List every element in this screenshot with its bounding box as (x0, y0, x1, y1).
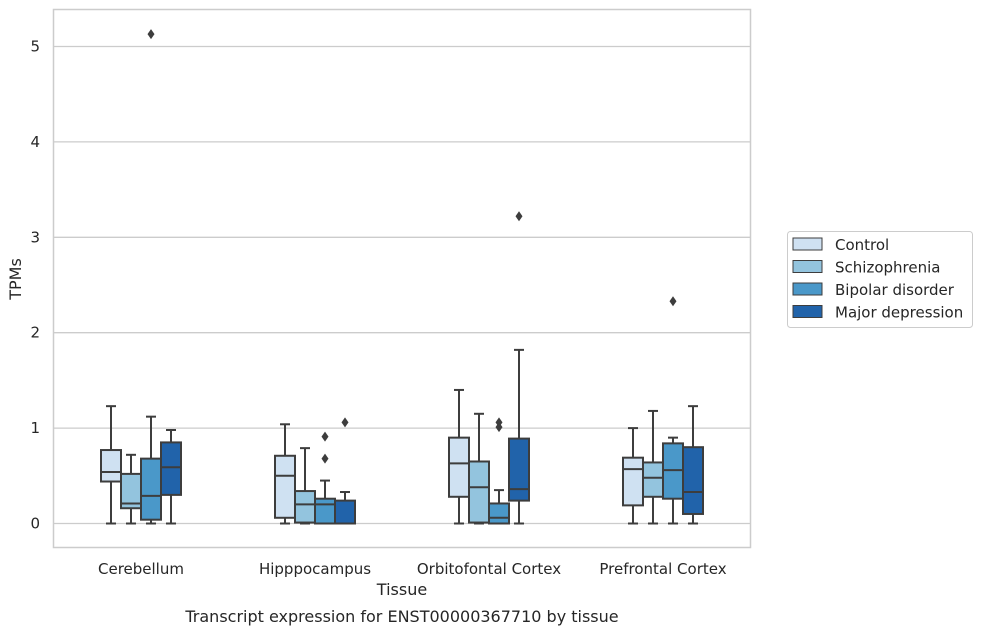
box-control (274, 423, 296, 525)
box-iqr (642, 461, 664, 498)
box-iqr (294, 490, 316, 524)
outlier-point (321, 431, 329, 442)
box-iqr (622, 456, 644, 507)
outlier-point (341, 417, 349, 428)
legend-label: Schizophrenia (835, 259, 940, 277)
x-tick-label: Hipppocampus (259, 560, 371, 578)
box-major-depression (334, 417, 356, 525)
box-schizophrenia (468, 412, 490, 525)
x-tick-label: Prefrontal Cortex (599, 560, 726, 578)
y-tick-label: 3 (30, 228, 40, 246)
legend: Control Schizophrenia Bipolar disorder Majo… (787, 231, 973, 328)
box-iqr (100, 449, 122, 483)
y-tick-labels: 0 1 2 3 4 5 (30, 38, 40, 533)
legend-label: Bipolar disorder (835, 281, 955, 299)
legend-swatch (792, 237, 823, 251)
chart-caption: Transcript expression for ENST0000036771… (184, 607, 618, 626)
box-iqr (508, 437, 530, 502)
box-schizophrenia (294, 447, 316, 525)
y-gridlines (54, 45, 750, 525)
legend-swatch (792, 260, 823, 273)
box-major-depression (160, 429, 182, 525)
x-axis-title: Tissue (376, 580, 427, 599)
outlier-point (147, 29, 155, 40)
y-tick-label: 2 (30, 324, 40, 342)
box-iqr (160, 441, 182, 496)
box-bipolar-disorder (488, 417, 510, 525)
x-tick-label: Orbitofontal Cortex (417, 560, 561, 578)
box-control (448, 388, 470, 525)
box-iqr (334, 499, 356, 525)
x-tick-labels: Cerebellum Hipppocampus Orbitofontal Corte… (98, 560, 727, 578)
y-tick-label: 4 (30, 133, 40, 151)
box-iqr (448, 436, 470, 498)
plot-frame (52, 8, 752, 549)
box-major-depression (682, 405, 704, 525)
outlier-point (495, 417, 503, 428)
outlier-point (321, 453, 329, 464)
box-bipolar-disorder (314, 431, 336, 525)
legend-label: Control (835, 236, 889, 254)
box-iqr (140, 457, 162, 521)
x-tick-label: Cerebellum (98, 560, 184, 578)
boxes (100, 29, 704, 525)
box-iqr (682, 446, 704, 515)
box-bipolar-disorder (140, 29, 162, 525)
y-tick-label: 5 (30, 38, 40, 56)
box-schizophrenia (120, 453, 142, 525)
box-bipolar-disorder (662, 296, 684, 525)
legend-label: Major depression (835, 304, 963, 322)
box-iqr (274, 454, 296, 519)
outlier-point (515, 211, 523, 222)
box-iqr (488, 502, 510, 525)
box-iqr (314, 497, 336, 525)
box-schizophrenia (642, 409, 664, 525)
legend-frame (787, 231, 973, 328)
legend-swatch (792, 305, 823, 318)
y-tick-label: 0 (30, 515, 40, 533)
y-axis-title: TPMs (6, 258, 25, 301)
y-tick-label: 1 (30, 419, 40, 437)
legend-swatch (792, 282, 823, 296)
outlier-point (669, 296, 677, 307)
box-iqr (468, 460, 490, 524)
box-control (622, 427, 644, 525)
box-major-depression (508, 211, 530, 525)
box-control (100, 405, 122, 525)
